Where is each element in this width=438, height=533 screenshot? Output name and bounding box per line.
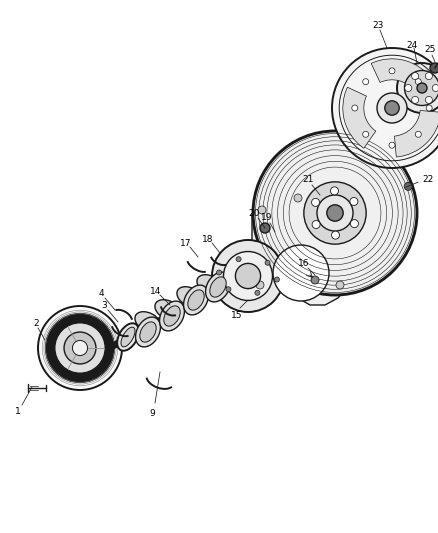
Text: 23: 23	[372, 21, 384, 30]
Circle shape	[304, 182, 366, 244]
Ellipse shape	[135, 312, 161, 332]
Circle shape	[38, 306, 122, 390]
Text: 21: 21	[302, 175, 314, 184]
Circle shape	[430, 63, 438, 73]
Text: 25: 25	[424, 45, 436, 54]
Circle shape	[363, 79, 369, 85]
Text: 18: 18	[202, 235, 214, 244]
Text: 4: 4	[98, 289, 104, 298]
Text: 9: 9	[149, 408, 155, 417]
Circle shape	[317, 195, 353, 231]
Circle shape	[212, 240, 284, 312]
Circle shape	[258, 206, 266, 214]
Circle shape	[350, 198, 358, 206]
Ellipse shape	[164, 306, 180, 326]
Circle shape	[46, 313, 114, 383]
Circle shape	[330, 206, 338, 214]
Ellipse shape	[184, 285, 208, 315]
Circle shape	[405, 85, 412, 92]
Circle shape	[294, 194, 302, 202]
Circle shape	[363, 131, 369, 138]
Circle shape	[336, 281, 344, 289]
Circle shape	[255, 290, 260, 295]
Circle shape	[55, 323, 105, 373]
Circle shape	[265, 260, 270, 265]
Ellipse shape	[197, 274, 223, 295]
Circle shape	[405, 70, 438, 106]
Circle shape	[415, 79, 421, 85]
Circle shape	[415, 131, 421, 138]
Text: 14: 14	[150, 287, 162, 295]
Circle shape	[236, 257, 241, 262]
Text: 2: 2	[33, 319, 39, 327]
Circle shape	[385, 101, 399, 115]
Circle shape	[275, 277, 279, 282]
Circle shape	[389, 68, 395, 74]
Circle shape	[417, 83, 427, 93]
Text: 19: 19	[261, 214, 273, 222]
Circle shape	[216, 270, 222, 275]
Text: 3: 3	[101, 301, 107, 310]
Circle shape	[332, 48, 438, 168]
Circle shape	[389, 142, 395, 148]
Text: 15: 15	[231, 311, 243, 319]
Circle shape	[311, 276, 319, 284]
Ellipse shape	[177, 287, 203, 308]
Circle shape	[377, 93, 407, 123]
Circle shape	[235, 263, 261, 288]
Circle shape	[72, 341, 88, 356]
Text: 24: 24	[406, 41, 417, 50]
Wedge shape	[395, 110, 438, 157]
Circle shape	[432, 85, 438, 92]
Circle shape	[397, 63, 438, 113]
Circle shape	[223, 252, 272, 301]
Circle shape	[331, 187, 339, 195]
Circle shape	[412, 72, 419, 79]
Circle shape	[253, 131, 417, 295]
Ellipse shape	[210, 277, 226, 297]
Circle shape	[426, 105, 432, 111]
Circle shape	[412, 96, 419, 103]
Text: 17: 17	[180, 238, 192, 247]
Circle shape	[64, 332, 96, 364]
Wedge shape	[343, 87, 376, 148]
Text: 16: 16	[298, 259, 310, 268]
Ellipse shape	[155, 300, 181, 320]
Circle shape	[332, 231, 339, 239]
Ellipse shape	[121, 327, 135, 347]
Ellipse shape	[135, 317, 160, 347]
Circle shape	[352, 105, 358, 111]
Circle shape	[226, 287, 231, 292]
Circle shape	[425, 96, 432, 103]
Circle shape	[256, 281, 264, 289]
Circle shape	[425, 72, 432, 79]
Circle shape	[404, 182, 412, 190]
Polygon shape	[252, 195, 345, 305]
Circle shape	[273, 245, 329, 301]
Circle shape	[311, 198, 320, 206]
Ellipse shape	[117, 323, 139, 351]
Ellipse shape	[159, 301, 184, 331]
Text: 22: 22	[422, 175, 434, 184]
Ellipse shape	[188, 290, 204, 310]
Ellipse shape	[205, 272, 230, 302]
Wedge shape	[371, 59, 432, 92]
Ellipse shape	[140, 322, 156, 342]
Circle shape	[312, 221, 320, 229]
Text: 20: 20	[248, 208, 260, 217]
Circle shape	[260, 223, 270, 233]
Text: 1: 1	[15, 408, 21, 416]
Circle shape	[350, 220, 358, 228]
Circle shape	[327, 205, 343, 221]
